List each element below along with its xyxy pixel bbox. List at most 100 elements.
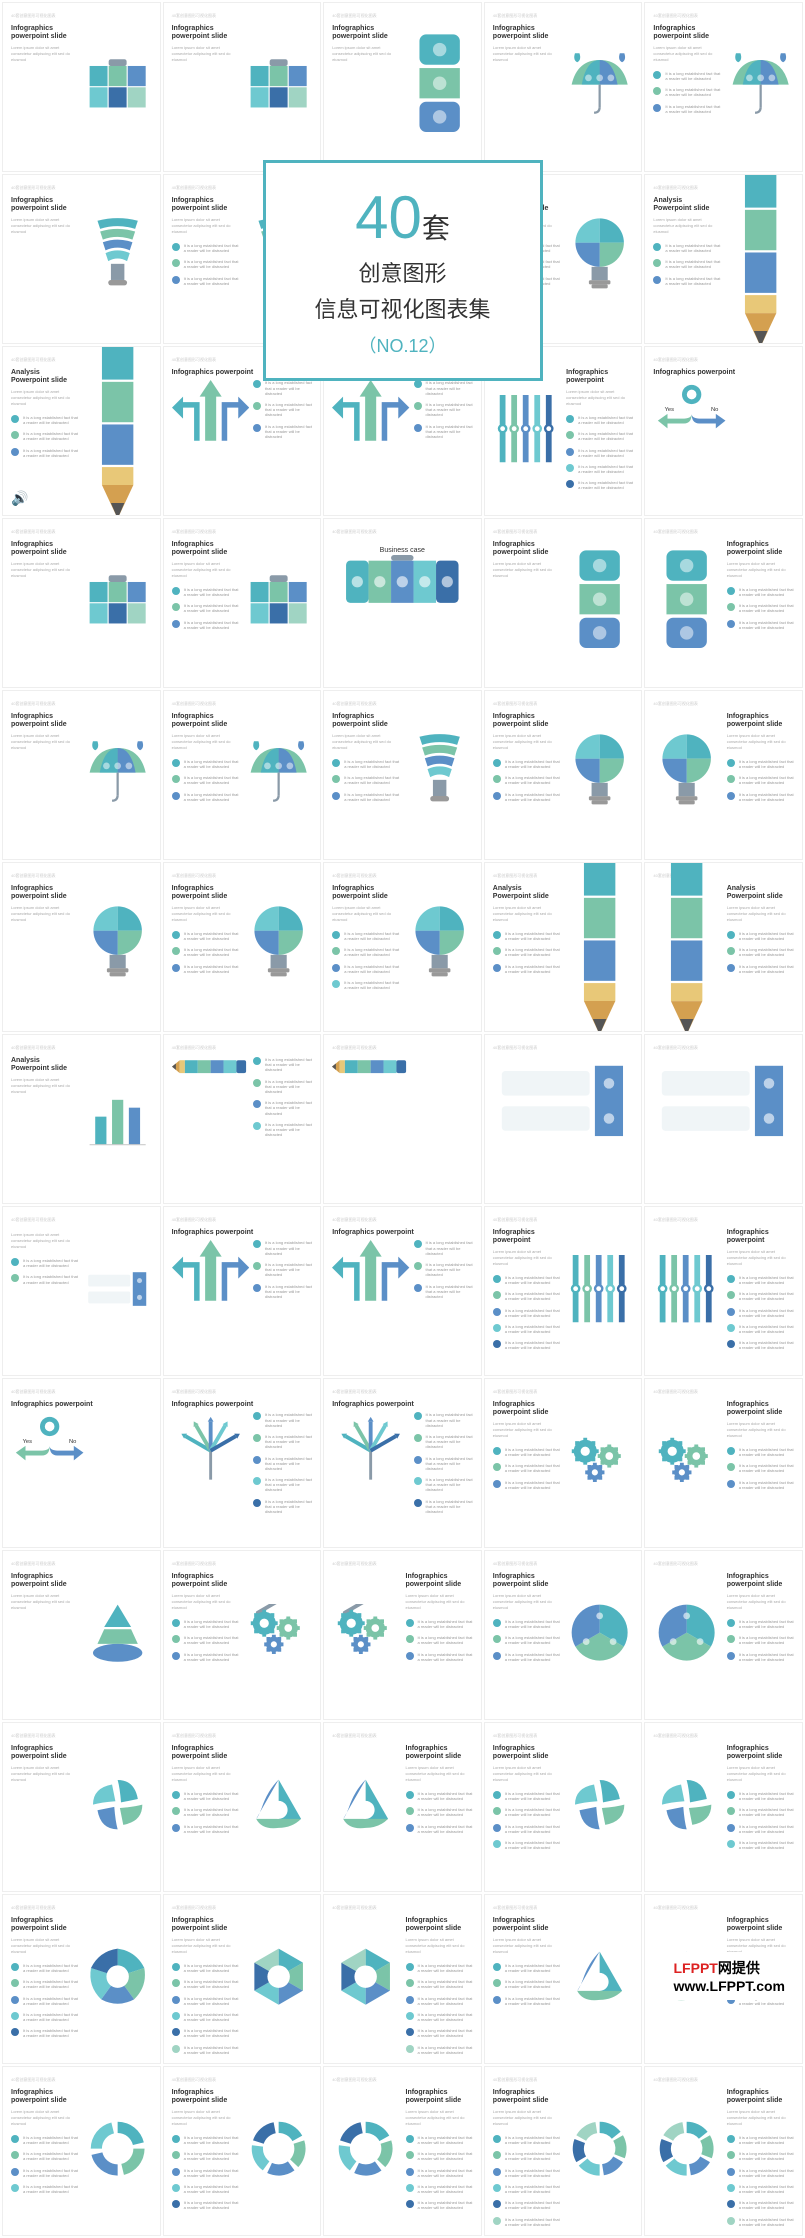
- bullet-item: It is a long established fact that a rea…: [253, 1434, 312, 1450]
- slide-thumbnail[interactable]: 40套创意图形可视化图表Infographics powerpoint slid…: [2, 2066, 161, 2236]
- bullet-text: It is a long established fact that a rea…: [665, 276, 720, 286]
- bullet-text: It is a long established fact that a rea…: [418, 1652, 473, 1662]
- bullet-dot-icon: [172, 2012, 180, 2020]
- slide-graphic: [84, 1229, 151, 1349]
- slide-thumbnail[interactable]: 40套创意图形可视化图表Infographics powerpoint slid…: [323, 1894, 482, 2064]
- slide-thumbnail[interactable]: 40套创意图形可视化图表Infographics powerpoint slid…: [163, 690, 322, 860]
- slide-thumbnail[interactable]: 40套创意图形可视化图表Infographics powerpointLorem…: [484, 1206, 643, 1376]
- bullet-text: It is a long established fact that a rea…: [265, 402, 312, 418]
- slide-thumbnail[interactable]: 40套创意图形可视化图表Infographics powerpoint slid…: [644, 1722, 803, 1892]
- slide-title: Infographics powerpoint slide: [493, 1573, 560, 1590]
- slide-thumbnail[interactable]: 40套创意图形可视化图表It is a long established fac…: [163, 1034, 322, 1204]
- slide-body-text: Lorem ipsum dolor sit amet consectetur a…: [11, 389, 78, 407]
- bullet-dot-icon: [493, 1291, 501, 1299]
- bullet-item: It is a long established fact that a rea…: [172, 603, 239, 613]
- bullet-text: It is a long established fact that a rea…: [23, 448, 78, 458]
- slide-title: Infographics powerpoint slide: [493, 2089, 560, 2106]
- slide-thumbnail[interactable]: 40套创意图形可视化图表Infographics powerpoint slid…: [163, 2, 322, 172]
- slide-thumbnail[interactable]: 40套创意图形可视化图表Infographics powerpoint slid…: [323, 690, 482, 860]
- slide-body-text: Lorem ipsum dolor sit amet consectetur a…: [493, 1937, 560, 1955]
- slide-thumbnail[interactable]: 40套创意图形可视化图表Business case: [323, 518, 482, 688]
- slide-thumbnail[interactable]: 40套创意图形可视化图表Infographics powerpoint slid…: [163, 2066, 322, 2236]
- slide-thumbnail[interactable]: 40套创意图形可视化图表Infographics powerpoint slid…: [163, 518, 322, 688]
- slide-title: Analysis Powerpoint slide: [653, 197, 720, 214]
- slide-thumbnail[interactable]: 40套创意图形可视化图表Analysis Powerpoint slideLor…: [2, 346, 161, 516]
- slide-title: Infographics powerpoint slide: [406, 1745, 473, 1762]
- slide-thumbnail[interactable]: 40套创意图形可视化图表Infographics powerpoint slid…: [323, 1722, 482, 1892]
- slide-thumbnail[interactable]: 40套创意图形可视化图表Infographics powerpoint slid…: [644, 518, 803, 688]
- bullet-item: It is a long established fact that a rea…: [172, 931, 239, 941]
- slide-thumbnail[interactable]: 40套创意图形可视化图表Infographics powerpoint slid…: [2, 174, 161, 344]
- slide-thumbnail[interactable]: 40套创意图形可视化图表Analysis Powerpoint slideLor…: [644, 174, 803, 344]
- bullet-item: It is a long established fact that a rea…: [493, 759, 560, 769]
- bullet-item: It is a long established fact that a rea…: [727, 1324, 794, 1334]
- bullet-dot-icon: [727, 759, 735, 767]
- bullet-text: It is a long established fact that a rea…: [426, 402, 473, 418]
- slide-thumbnail[interactable]: 40套创意图形可视化图表Infographics powerpoint slid…: [2, 690, 161, 860]
- slide-thumbnail[interactable]: 40套创意图形可视化图表Infographics powerpoint slid…: [644, 2, 803, 172]
- bullet-dot-icon: [406, 1791, 414, 1799]
- slide-thumbnail[interactable]: 40套创意图形可视化图表Infographics powerpoint slid…: [323, 2, 482, 172]
- slide-thumbnail[interactable]: 40套创意图形可视化图表Infographics powerpoint slid…: [2, 862, 161, 1032]
- slide-thumbnail[interactable]: 40套创意图形可视化图表Infographics powerpoint slid…: [484, 1378, 643, 1548]
- slide-header: 40套创意图形可视化图表: [11, 1905, 152, 1911]
- bullet-text: It is a long established fact that a rea…: [426, 1262, 473, 1278]
- slide-thumbnail[interactable]: 40套创意图形可视化图表Infographics powerpointYesNo: [644, 346, 803, 516]
- slide-thumbnail[interactable]: 40套创意图形可视化图表Infographics powerpoint slid…: [2, 518, 161, 688]
- slide-thumbnail[interactable]: 40套创意图形可视化图表Infographics powerpoint slid…: [484, 1894, 643, 2064]
- bullet-dot-icon: [493, 2200, 501, 2208]
- slide-body-text: Lorem ipsum dolor sit amet consectetur a…: [653, 217, 720, 235]
- bullet-item: It is a long established fact that a rea…: [493, 1791, 560, 1801]
- slide-thumbnail[interactable]: 40套创意图形可视化图表Infographics powerpoint slid…: [484, 690, 643, 860]
- slide-thumbnail[interactable]: 40套创意图形可视化图表Infographics powerpoint slid…: [484, 1722, 643, 1892]
- bullet-item: It is a long established fact that a rea…: [253, 1057, 312, 1073]
- slide-thumbnail[interactable]: 40套创意图形可视化图表Infographics powerpoint slid…: [484, 1550, 643, 1720]
- bullet-dot-icon: [11, 2184, 19, 2192]
- slide-thumbnail[interactable]: 40套创意图形可视化图表Infographics powerpoint slid…: [484, 2066, 643, 2236]
- slide-body-text: Lorem ipsum dolor sit amet consectetur a…: [727, 561, 794, 579]
- slide-thumbnail[interactable]: 40套创意图形可视化图表Infographics powerpoint slid…: [163, 1894, 322, 2064]
- slide-title: Infographics powerpoint slide: [11, 541, 78, 558]
- slide-thumbnail[interactable]: 40套创意图形可视化图表Infographics powerpoint slid…: [644, 1550, 803, 1720]
- slide-title: Infographics powerpoint slide: [172, 1745, 239, 1762]
- slide-thumbnail[interactable]: 40套创意图形可视化图表Lorem ipsum dolor sit amet c…: [2, 1206, 161, 1376]
- slide-thumbnail[interactable]: 40套创意图形可视化图表Infographics powerpoint slid…: [484, 2, 643, 172]
- slide-thumbnail[interactable]: 40套创意图形可视化图表Infographics powerpoint slid…: [484, 518, 643, 688]
- bullet-item: It is a long established fact that a rea…: [253, 1122, 312, 1138]
- slide-thumbnail[interactable]: 40套创意图形可视化图表Infographics powerpointIt is…: [163, 1206, 322, 1376]
- bullet-dot-icon: [253, 1122, 261, 1130]
- slide-thumbnail[interactable]: 40套创意图形可视化图表: [484, 1034, 643, 1204]
- slide-body-text: Lorem ipsum dolor sit amet consectetur a…: [11, 2109, 78, 2127]
- slide-header: 40套创意图形可视化图表: [332, 1217, 473, 1223]
- slide-thumbnail[interactable]: 40套创意图形可视化图表Analysis Powerpoint slideLor…: [484, 862, 643, 1032]
- slide-thumbnail[interactable]: 40套创意图形可视化图表Infographics powerpoint slid…: [2, 1894, 161, 2064]
- slide-thumbnail[interactable]: 40套创意图形可视化图表Infographics powerpointLorem…: [644, 1206, 803, 1376]
- slide-thumbnail[interactable]: 40套创意图形可视化图表Infographics powerpoint slid…: [644, 2066, 803, 2236]
- bullet-text: It is a long established fact that a rea…: [739, 1275, 794, 1285]
- slide-thumbnail[interactable]: 40套创意图形可视化图表Infographics powerpoint slid…: [2, 1722, 161, 1892]
- bullet-dot-icon: [253, 424, 261, 432]
- slide-thumbnail[interactable]: 40套创意图形可视化图表Infographics powerpoint slid…: [163, 1722, 322, 1892]
- slide-thumbnail[interactable]: 40套创意图形可视化图表Analysis Powerpoint slideLor…: [644, 862, 803, 1032]
- slide-title: Infographics powerpoint slide: [406, 1573, 473, 1590]
- slide-thumbnail[interactable]: 40套创意图形可视化图表Infographics powerpointIt is…: [323, 1378, 482, 1548]
- slide-thumbnail[interactable]: 40套创意图形可视化图表Infographics powerpoint slid…: [323, 1550, 482, 1720]
- slide-thumbnail[interactable]: 40套创意图形可视化图表Infographics powerpoint slid…: [2, 2, 161, 172]
- slide-thumbnail[interactable]: 40套创意图形可视化图表: [323, 1034, 482, 1204]
- slide-thumbnail[interactable]: 40套创意图形可视化图表Infographics powerpoint slid…: [323, 2066, 482, 2236]
- slide-thumbnail[interactable]: 40套创意图形可视化图表Analysis Powerpoint slideLor…: [2, 1034, 161, 1204]
- slide-thumbnail[interactable]: 40套创意图形可视化图表Infographics powerpointIt is…: [323, 1206, 482, 1376]
- slide-body-text: Lorem ipsum dolor sit amet consectetur a…: [493, 561, 560, 579]
- slide-thumbnail[interactable]: 40套创意图形可视化图表Infographics powerpoint slid…: [323, 862, 482, 1032]
- bullet-text: It is a long established fact that a rea…: [505, 2135, 560, 2145]
- slide-thumbnail[interactable]: 40套创意图形可视化图表Infographics powerpointIt is…: [163, 1378, 322, 1548]
- slide-thumbnail[interactable]: 40套创意图形可视化图表: [644, 1034, 803, 1204]
- slide-thumbnail[interactable]: 40套创意图形可视化图表Infographics powerpoint slid…: [644, 690, 803, 860]
- bullet-dot-icon: [493, 2217, 501, 2225]
- slide-thumbnail[interactable]: 40套创意图形可视化图表Infographics powerpoint slid…: [644, 1378, 803, 1548]
- slide-thumbnail[interactable]: 40套创意图形可视化图表Infographics powerpoint slid…: [163, 862, 322, 1032]
- slide-thumbnail[interactable]: 40套创意图形可视化图表Infographics powerpointYesNo: [2, 1378, 161, 1548]
- slide-thumbnail[interactable]: 40套创意图形可视化图表Infographics powerpoint slid…: [2, 1550, 161, 1720]
- slide-thumbnail[interactable]: 40套创意图形可视化图表Infographics powerpoint slid…: [163, 1550, 322, 1720]
- bullet-text: It is a long established fact that a rea…: [505, 2168, 560, 2178]
